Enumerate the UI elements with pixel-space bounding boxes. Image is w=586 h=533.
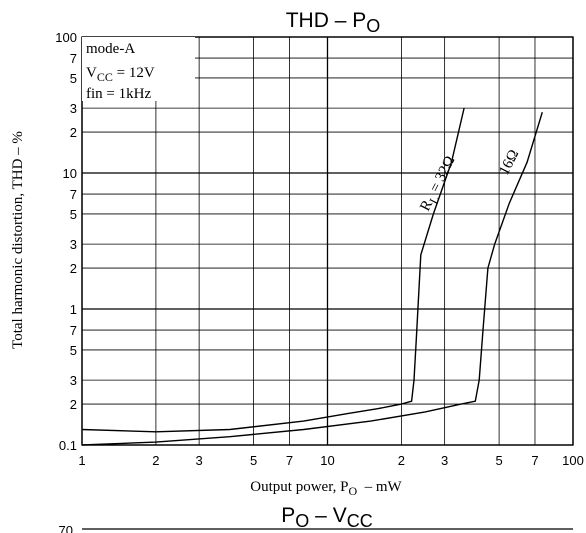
x-axis-label: Output power, PO – mW <box>250 479 402 498</box>
y-tick-label: 2 <box>70 125 77 140</box>
series-line-0 <box>81 107 465 433</box>
series-line-1 <box>81 111 543 446</box>
x-tick-label: 7 <box>531 453 538 468</box>
chart-title: THD – PO <box>286 9 381 36</box>
x-tick-label: 100 <box>562 453 584 468</box>
conditions-box <box>82 37 195 101</box>
x-tick-label: 3 <box>196 453 203 468</box>
condition-mode: mode-A <box>86 41 135 57</box>
x-tick-label: 7 <box>286 453 293 468</box>
y-tick-label: 3 <box>70 373 77 388</box>
second-chart-first-tick: 70 <box>59 523 73 533</box>
y-tick-label: 2 <box>70 397 77 412</box>
x-tick-label: 5 <box>495 453 502 468</box>
curves <box>81 107 543 446</box>
y-tick-label: 7 <box>70 51 77 66</box>
y-tick-label: 10 <box>63 166 77 181</box>
y-tick-label: 5 <box>70 71 77 86</box>
y-tick-label: 3 <box>70 237 77 252</box>
condition-fin: fin = 1kHz <box>86 86 151 102</box>
y-tick-label: 5 <box>70 207 77 222</box>
x-tick-label: 1 <box>78 453 85 468</box>
second-chart-title: PO – VCC <box>281 504 372 531</box>
condition-vcc: VCC = 12V <box>86 65 155 84</box>
plot-frame <box>81 36 574 446</box>
x-tick-label: 2 <box>152 453 159 468</box>
y-tick-label: 2 <box>70 261 77 276</box>
tick-labels: 1 2 3 5 7 10 2 3 5 7 100 0.1 2 3 5 7 1 2 3 5 7 10 2 3 5 7 100 <box>55 30 584 468</box>
y-tick-label: 0.1 <box>59 438 77 453</box>
x-tick-label: 10 <box>320 453 334 468</box>
y-tick-label: 5 <box>70 343 77 358</box>
y-tick-label: 100 <box>55 30 77 45</box>
y-tick-label: 7 <box>70 187 77 202</box>
x-tick-label: 2 <box>398 453 405 468</box>
y-tick-label: 7 <box>70 323 77 338</box>
y-tick-label: 1 <box>70 302 77 317</box>
y-axis-label: Total harmonic distortion, THD – % <box>10 131 26 349</box>
x-tick-label: 5 <box>250 453 257 468</box>
series-label-32ohm: RL = 32Ω <box>417 154 461 216</box>
y-tick-label: 3 <box>70 101 77 116</box>
x-tick-label: 3 <box>441 453 448 468</box>
